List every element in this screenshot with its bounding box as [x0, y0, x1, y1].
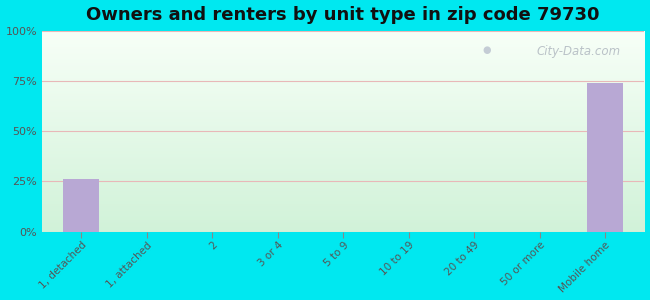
- Text: ●: ●: [482, 45, 491, 55]
- Title: Owners and renters by unit type in zip code 79730: Owners and renters by unit type in zip c…: [86, 6, 600, 24]
- Text: City-Data.com: City-Data.com: [536, 45, 620, 58]
- Bar: [63, 179, 99, 232]
- Bar: [587, 83, 623, 232]
